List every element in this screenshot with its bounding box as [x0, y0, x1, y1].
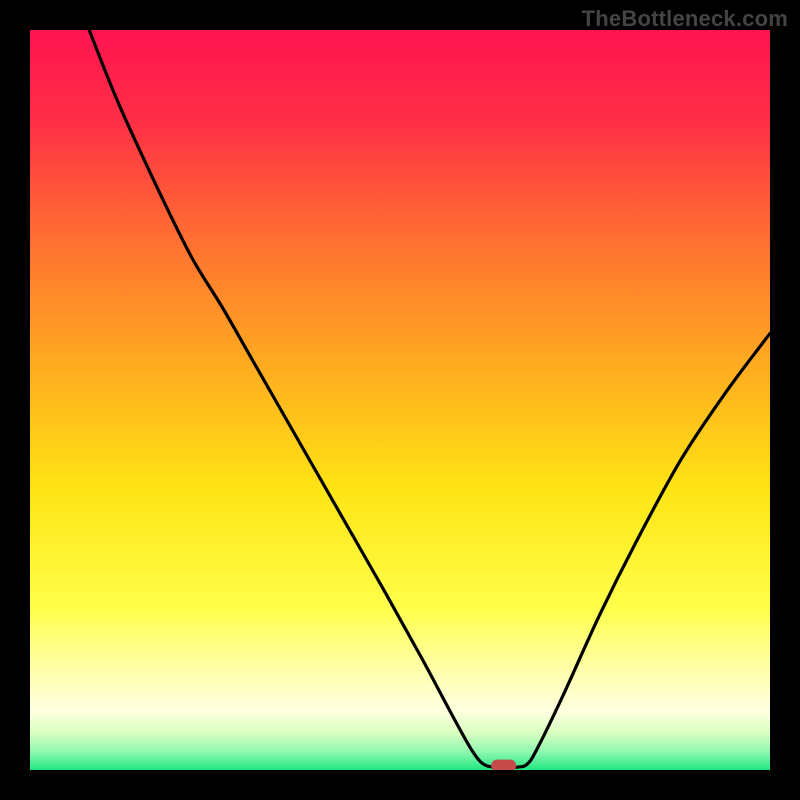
optimal-point-marker [491, 760, 516, 770]
chart-background [30, 30, 770, 770]
chart-svg [30, 30, 770, 770]
chart-frame: TheBottleneck.com [0, 0, 800, 800]
watermark-text: TheBottleneck.com [582, 6, 788, 32]
bottleneck-chart [30, 30, 770, 770]
